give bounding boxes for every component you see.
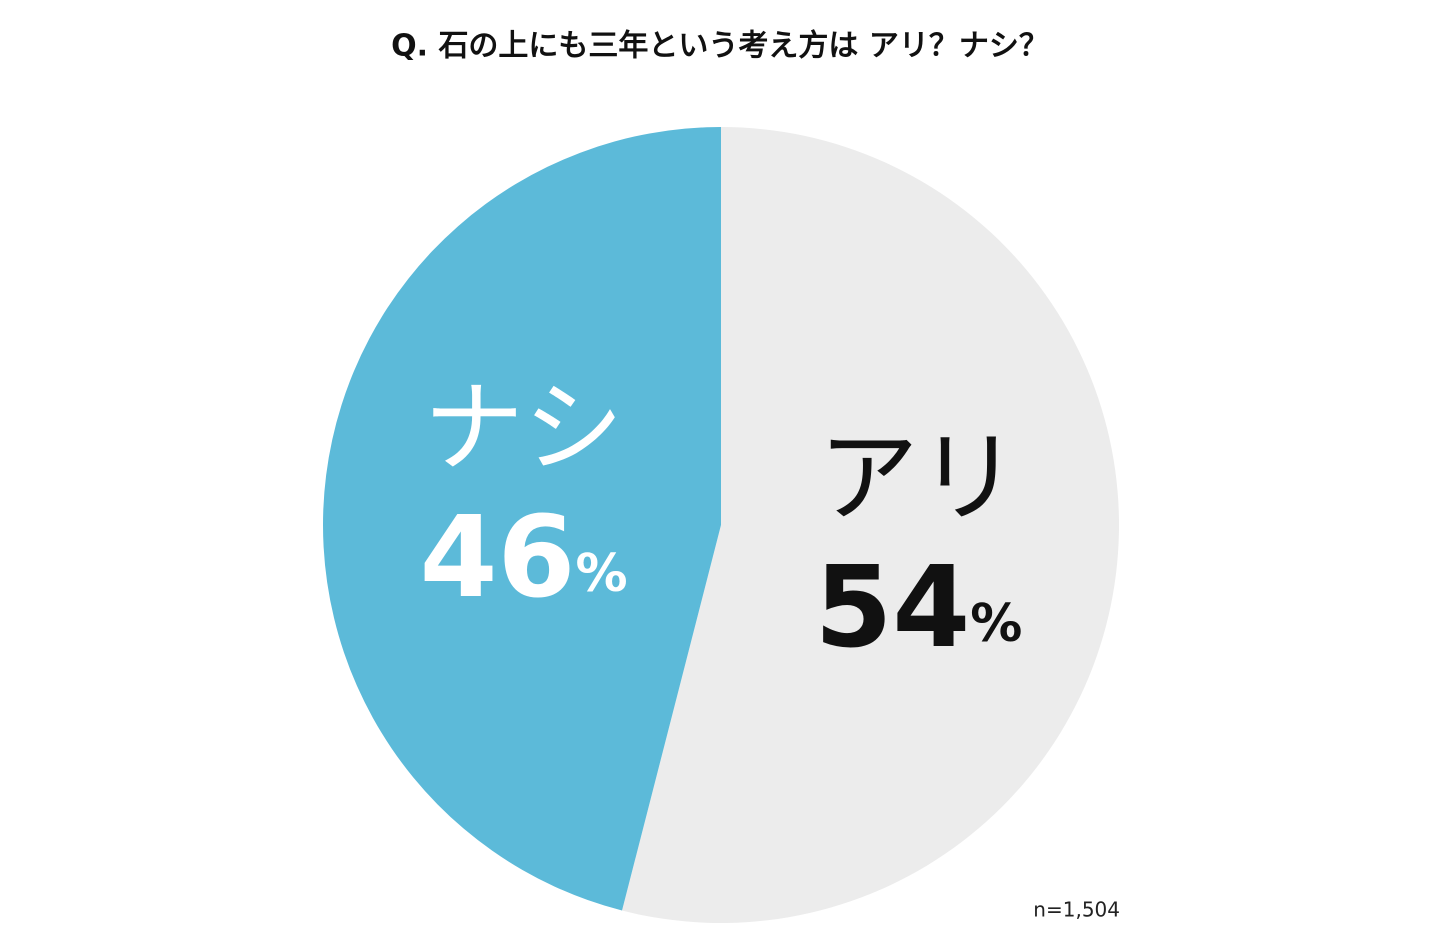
slice-label: アリ: [818, 419, 1018, 536]
sample-note: n=1,504: [1033, 898, 1120, 922]
slice-label: ナシ: [424, 369, 624, 486]
slice-value-label: 46%: [420, 493, 628, 623]
pie-slice: [322, 127, 721, 911]
slice-value-label: 54%: [814, 543, 1022, 673]
pie-slice: [622, 127, 1119, 923]
chart-title: Q. 石の上にも三年という考え方は アリ？ナシ？: [391, 29, 1049, 64]
